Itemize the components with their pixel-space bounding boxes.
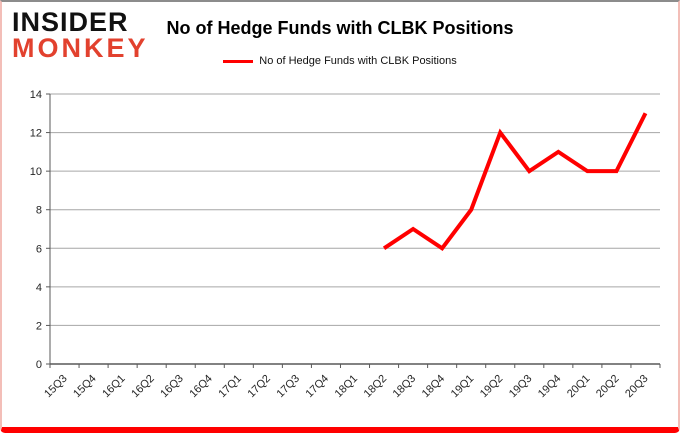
x-tick-label: 18Q2: [362, 373, 390, 401]
x-tick-label: 19Q3: [507, 373, 535, 401]
y-tick-label: 12: [30, 128, 42, 140]
x-tick-label: 15Q3: [42, 373, 70, 401]
x-tick-label: 18Q1: [333, 373, 361, 401]
chart-title: No of Hedge Funds with CLBK Positions: [166, 18, 514, 38]
x-tick-label: 18Q4: [420, 373, 448, 401]
y-tick-label: 14: [30, 89, 42, 101]
x-tick-label: 18Q3: [391, 373, 419, 401]
x-tick-label: 17Q4: [304, 373, 332, 401]
legend-line-swatch: [223, 59, 254, 63]
x-tick-label: 16Q3: [158, 373, 186, 401]
logo-monkey-text: MONKEY: [12, 32, 149, 63]
legend-label: No of Hedge Funds with CLBK Positions: [259, 55, 457, 67]
x-tick-label: 15Q4: [71, 373, 99, 401]
x-tick-label: 17Q2: [245, 373, 273, 401]
x-tick-label: 17Q1: [216, 373, 244, 401]
y-tick-label: 6: [36, 243, 42, 255]
x-tick-label: 20Q3: [623, 373, 651, 401]
x-tick-label: 17Q3: [275, 373, 303, 401]
x-tick-label: 19Q2: [478, 373, 506, 401]
y-tick-label: 4: [36, 282, 42, 294]
y-tick-label: 2: [36, 320, 42, 332]
series-line: [382, 112, 648, 251]
legend: No of Hedge Funds with CLBK Positions: [223, 55, 457, 67]
x-tick-label: 16Q2: [129, 373, 157, 401]
x-tick-label: 16Q4: [187, 373, 215, 401]
y-tick-label: 8: [36, 205, 42, 217]
y-tick-label: 0: [36, 359, 42, 371]
x-tick-label: 16Q1: [100, 373, 128, 401]
logo-insider-text: INSIDER: [12, 7, 129, 37]
insider-monkey-logo: INSIDER MONKEY: [12, 7, 149, 63]
x-tick-label: 19Q1: [449, 373, 477, 401]
x-tick-label: 20Q1: [565, 373, 593, 401]
y-tick-label: 10: [30, 166, 42, 178]
x-tick-label: 19Q4: [536, 373, 564, 401]
x-tick-label: 20Q2: [594, 373, 622, 401]
title-block: No of Hedge Funds with CLBK Positions No…: [2, 18, 678, 68]
